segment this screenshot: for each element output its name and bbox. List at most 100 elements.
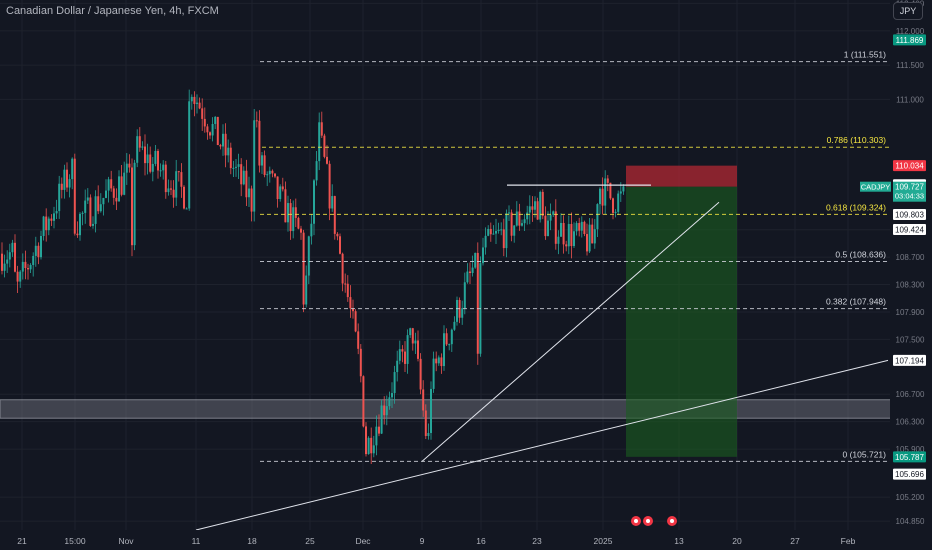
candle-body: [258, 120, 261, 166]
candle-body: [362, 376, 365, 427]
candle-body: [536, 201, 539, 220]
candle-body: [99, 204, 102, 212]
candle-body: [170, 188, 172, 190]
candle-body: [216, 116, 219, 146]
candle-body: [97, 196, 100, 212]
candle-body: [495, 230, 497, 234]
candle-body: [237, 164, 240, 167]
candle-body: [157, 150, 159, 171]
price-tag: [893, 160, 926, 172]
time-tick-label: 18: [247, 536, 257, 546]
candle-body: [383, 405, 386, 416]
candle-body: [128, 163, 131, 168]
candle-body: [162, 164, 165, 171]
candle-body: [388, 397, 391, 407]
candle-body: [596, 204, 599, 230]
candle-body: [297, 217, 300, 229]
candle-body: [406, 335, 409, 364]
candle-body: [326, 156, 328, 164]
price-tag-text: 109.424: [895, 225, 924, 234]
price-tick-label: 108.300: [896, 281, 925, 290]
price-tick-label: 106.700: [896, 390, 925, 399]
candle-body: [328, 163, 331, 209]
candle-body: [302, 232, 305, 305]
candle-body: [248, 188, 250, 198]
candle-body: [32, 255, 35, 265]
candle-body: [188, 101, 191, 209]
candle-body: [432, 358, 435, 389]
candle-body: [183, 186, 185, 209]
candle-body: [146, 154, 149, 164]
candle-body: [528, 206, 531, 213]
price-tick-label: 112.000: [896, 27, 925, 36]
candle-body: [349, 297, 352, 309]
event-marker-dot: [670, 519, 674, 523]
candle-body: [508, 212, 510, 214]
price-tag-text: 111.869: [896, 36, 924, 45]
time-tick-label: 16: [476, 536, 486, 546]
price-tick-label: 107.500: [896, 335, 925, 344]
candle-body: [474, 252, 477, 268]
candle-body: [404, 351, 406, 364]
candle-body: [138, 136, 141, 148]
candle-body: [541, 191, 544, 216]
candle-body: [393, 372, 396, 394]
price-tag-text: 109.803: [895, 210, 924, 219]
candle-body: [123, 172, 126, 195]
fib-level-label: 1 (111.551): [844, 50, 886, 60]
candle-body: [86, 197, 89, 201]
candle-body: [144, 146, 146, 164]
candle-body: [198, 102, 201, 109]
candle-body: [107, 179, 110, 191]
price-axis-bg: [890, 0, 932, 550]
candle-body: [526, 212, 529, 220]
price-tick-label: 105.900: [896, 445, 925, 454]
candle-body: [141, 146, 144, 148]
candle-body: [37, 245, 40, 258]
candle-body: [440, 357, 443, 367]
candle-body: [112, 188, 115, 198]
candle-body: [58, 183, 61, 212]
candle-body: [300, 228, 302, 233]
candle-body: [266, 174, 269, 176]
candle-body: [50, 218, 53, 221]
candle-body: [71, 158, 74, 180]
candle-body: [352, 308, 354, 312]
candle-body: [573, 231, 575, 247]
price-tag-text: 110.034: [895, 162, 924, 171]
candle-body: [578, 223, 581, 231]
event-marker-dot: [646, 519, 650, 523]
trend-line: [421, 201, 720, 462]
candle-body: [489, 228, 492, 235]
chart-grid: [0, 0, 890, 530]
candle-body: [164, 164, 167, 193]
stop-loss-zone: [626, 165, 737, 187]
candle-body: [427, 432, 430, 436]
candle-body: [320, 122, 323, 136]
candle-body: [391, 393, 393, 398]
candle-body: [606, 178, 609, 183]
candle-body: [411, 328, 414, 344]
candle-body: [190, 96, 193, 102]
candle-body: [242, 170, 245, 185]
candle-body: [560, 222, 562, 237]
time-tick-label: 21: [17, 536, 27, 546]
time-tick-label: 20: [732, 536, 742, 546]
current-price-tag: [893, 181, 926, 202]
candle-body: [513, 225, 516, 236]
candle-body: [211, 123, 214, 136]
candle-body: [580, 221, 583, 231]
candle-body: [463, 282, 466, 309]
currency-button[interactable]: JPY: [893, 2, 923, 20]
candle-body: [263, 155, 266, 175]
fib-level-label: 0 (105.721): [843, 449, 887, 459]
candle-body: [396, 360, 399, 373]
candle-body: [466, 271, 469, 283]
candle-body: [567, 223, 570, 247]
candle-body: [6, 259, 9, 264]
candle-body: [55, 211, 58, 214]
candle-body: [136, 136, 139, 163]
candle-body: [518, 211, 521, 226]
candle-body: [167, 188, 170, 193]
